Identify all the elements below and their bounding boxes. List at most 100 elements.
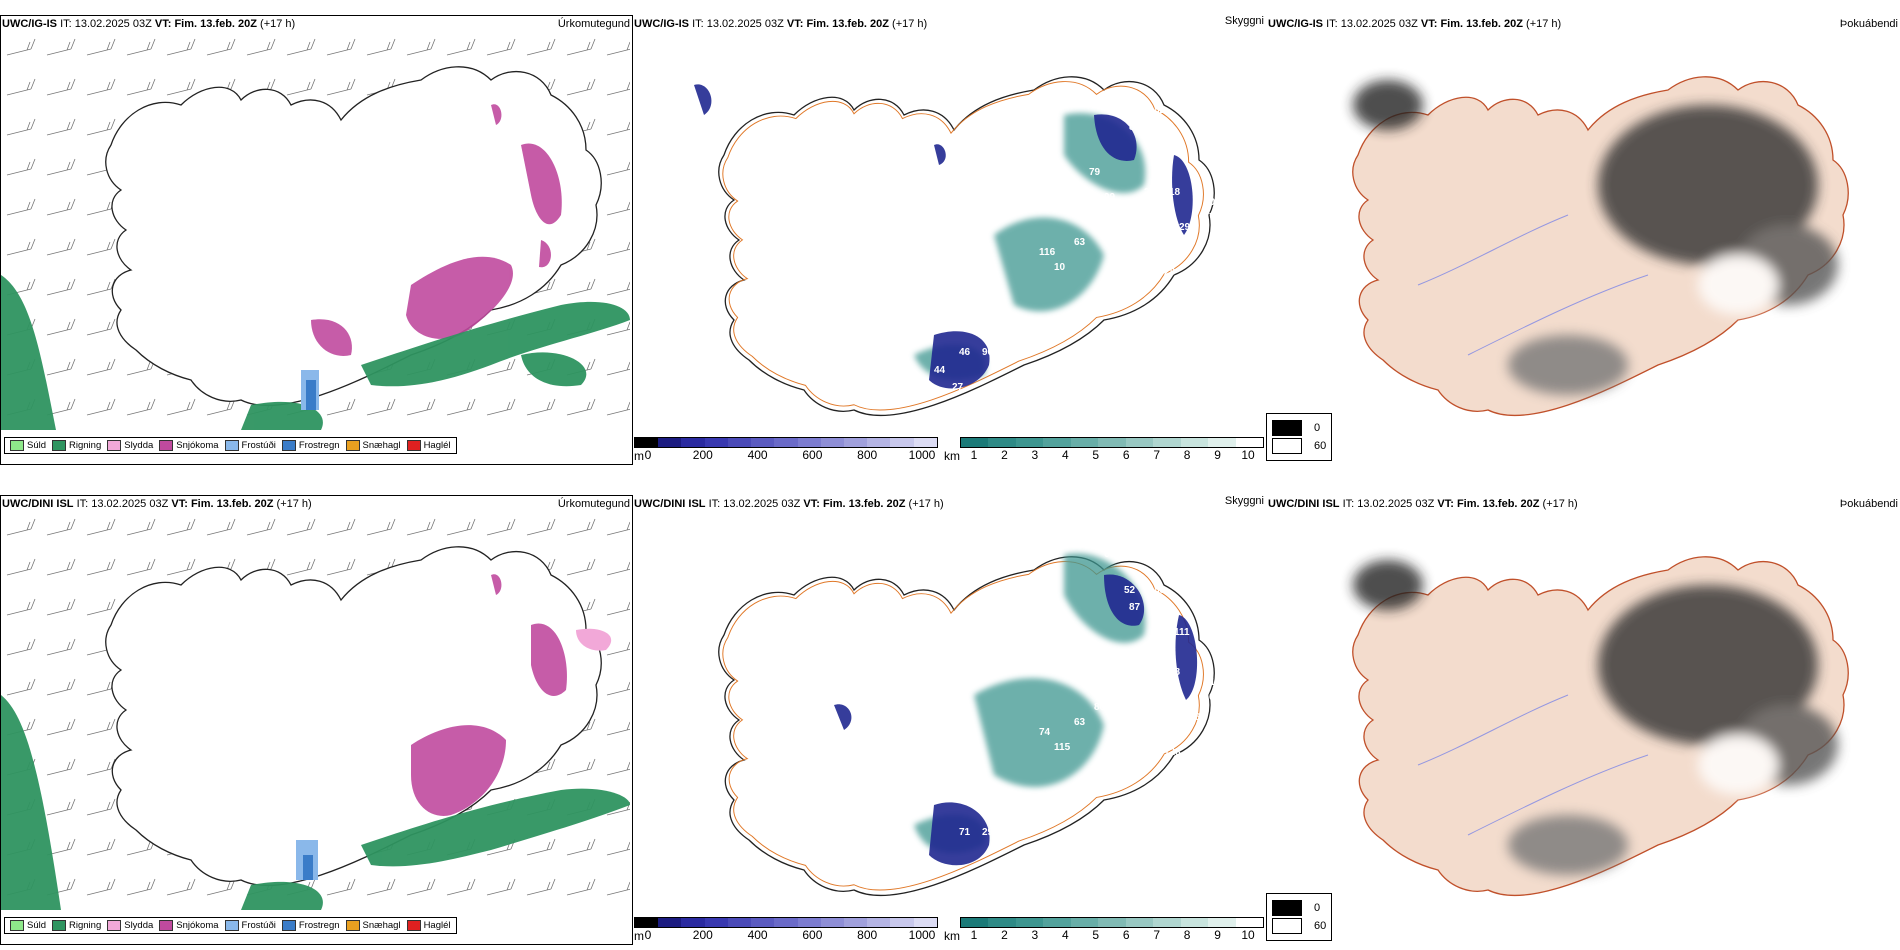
row1-vis-label: Skyggni — [1180, 15, 1264, 27]
it-value: 13.02.2025 03Z — [91, 498, 169, 510]
colorbar-swatches — [960, 917, 1264, 928]
visibility-value-label: 27 — [952, 382, 964, 393]
colorbar-swatch — [1098, 438, 1126, 447]
colorbar-tick-label: 3 — [1031, 928, 1039, 942]
visibility-value-label: 79 — [1089, 167, 1101, 178]
fog-map-2[interactable] — [1268, 515, 1898, 915]
visibility-value-label: 141 — [1099, 297, 1116, 308]
colorbar-swatch — [1043, 918, 1071, 927]
visibility-value-label: 123 — [1164, 747, 1181, 758]
colorbar-tick-label: 200 — [692, 448, 713, 462]
fog-key-2: 0 60 — [1266, 893, 1333, 941]
legend-item: Snjókoma — [159, 440, 219, 451]
legend-item: Haglél — [406, 440, 451, 451]
colorbar-swatch — [727, 918, 752, 927]
colorbar-tick-label: 9 — [1214, 448, 1221, 462]
colorbar-tick-label: 10 — [1241, 928, 1255, 942]
frz-rain-area — [301, 370, 319, 410]
colorbar-ticks: 0 200 400 600 800 1000 — [634, 928, 938, 942]
colorbar-tick-label: 6 — [1122, 448, 1130, 462]
visibility-map-2[interactable]: 141 76 69 52 85 87 118 111 112 85 138 177 58 66 88 81 61… — [634, 515, 1264, 915]
colorbar-swatch — [681, 918, 705, 927]
legend-item: Frostregn — [281, 920, 340, 931]
legend-item: Rigning — [52, 440, 101, 451]
colorbar-tick-label: 8 — [1183, 928, 1191, 942]
row2-precip-title: UWC/DINI ISL IT: 13.02.2025 03Z VT: Fim.… — [2, 498, 312, 510]
it-label: IT: — [708, 498, 721, 510]
swatch — [281, 920, 296, 931]
precip-map-frame-1 — [0, 15, 633, 465]
vt-value: Fim. 13.feb. 20Z — [1440, 18, 1523, 30]
model-name: UWC/DINI ISL — [634, 498, 706, 510]
colorbar-swatch — [751, 438, 775, 447]
colorbar-swatch — [890, 918, 914, 927]
elevation-colorbar-2: 0 200 400 600 800 1000 — [634, 917, 938, 942]
elevation-colorbar-1: 0 200 400 600 800 1000 — [634, 437, 938, 462]
legend-label: Súld — [27, 440, 47, 451]
colorbar-swatch — [1208, 918, 1236, 927]
colorbar-tick-label: 2 — [1001, 448, 1008, 462]
colorbar-tick-label: 4 — [1061, 928, 1069, 942]
panel-label: Úrkomutegund — [557, 498, 630, 510]
visibility-value-label: 65 — [704, 72, 716, 83]
colorbar-ticks: 1 2 3 4 5 6 7 8 9 10 — [960, 448, 1264, 462]
visibility-value-label: 3 — [1189, 232, 1195, 243]
visibility-unit: km — [944, 449, 960, 463]
visibility-value-label: 01 — [1174, 147, 1186, 158]
it-label: IT: — [692, 18, 704, 30]
row1-fog-label: Þokuábendi — [1788, 18, 1898, 30]
vt-value: Fim. 13.feb. 20Z — [190, 498, 274, 510]
visibility-value-label: 52 — [1124, 585, 1136, 596]
fog-key-1: 0 60 — [1266, 413, 1333, 461]
model-name: UWC/DINI ISL — [2, 498, 74, 510]
colorbar-tick-label: 7 — [1153, 448, 1160, 462]
colorbar-swatch — [751, 918, 775, 927]
colorbar-swatch — [1125, 438, 1154, 447]
colorbar-swatch — [704, 438, 728, 447]
it-value: 13.02.2025 03Z — [1357, 498, 1435, 510]
fog-map-1[interactable] — [1268, 35, 1898, 435]
legend-item: Súld — [10, 920, 46, 931]
legend-label: Rigning — [69, 440, 102, 451]
visibility-value-label: 67 — [994, 337, 1006, 348]
model-name: UWC/DINI ISL — [1268, 498, 1340, 510]
legend-label: Slydda — [124, 440, 154, 451]
visibility-value-label: 85 — [1089, 647, 1101, 658]
fog-shading — [1353, 80, 1838, 395]
visibility-value-label: 204 — [1144, 187, 1161, 198]
legend-label: Frostúði — [241, 440, 276, 451]
visibility-value-label: 75 — [1209, 212, 1221, 223]
visibility-unit: km — [944, 929, 960, 943]
elevation-unit: m — [634, 929, 644, 943]
visibility-value-label: 267 — [1134, 282, 1151, 293]
colorbar-swatch — [797, 918, 821, 927]
legend-label: Súld — [27, 920, 47, 931]
colorbar-tick-label: 6 — [1122, 928, 1130, 942]
sleet-areas — [576, 628, 612, 651]
snow-areas — [311, 104, 562, 356]
fog-key-light-label: 60 — [1314, 440, 1327, 452]
colorbar-swatch — [913, 438, 937, 447]
it-value: 13.02.2025 03Z — [706, 18, 784, 30]
model-name: UWC/IG-IS — [2, 18, 57, 30]
model-name: UWC/IG-IS — [634, 18, 689, 30]
colorbar-tick-label: 10 — [1241, 448, 1255, 462]
lead-time: (+17 h) — [892, 18, 928, 30]
colorbar-tick-label: 800 — [857, 448, 878, 462]
colorbar-tick-label: 5 — [1092, 928, 1100, 942]
colorbar-swatch — [867, 438, 891, 447]
panel-label: Skyggni — [1224, 15, 1264, 27]
colorbar-tick-label: 800 — [857, 928, 878, 942]
colorbar-tick-label: 1 — [970, 928, 978, 942]
colorbar-swatch — [1235, 918, 1263, 927]
precip-map-1[interactable] — [1, 35, 630, 430]
visibility-map-1[interactable]: 65 182 33 72 82 84 68 01 86 79 04 13 99 204 18 70 75 29 82… — [634, 35, 1264, 435]
visibility-value-label: 74 — [1114, 242, 1126, 253]
visibility-value-label: 122 — [1154, 247, 1171, 258]
precip-map-frame-2 — [0, 495, 633, 945]
swatch — [345, 920, 360, 931]
precip-map-2[interactable] — [1, 515, 630, 910]
lead-time: (+17 h) — [1542, 498, 1578, 510]
colorbar-swatch — [797, 438, 821, 447]
visibility-value-label: 04 — [964, 152, 976, 163]
